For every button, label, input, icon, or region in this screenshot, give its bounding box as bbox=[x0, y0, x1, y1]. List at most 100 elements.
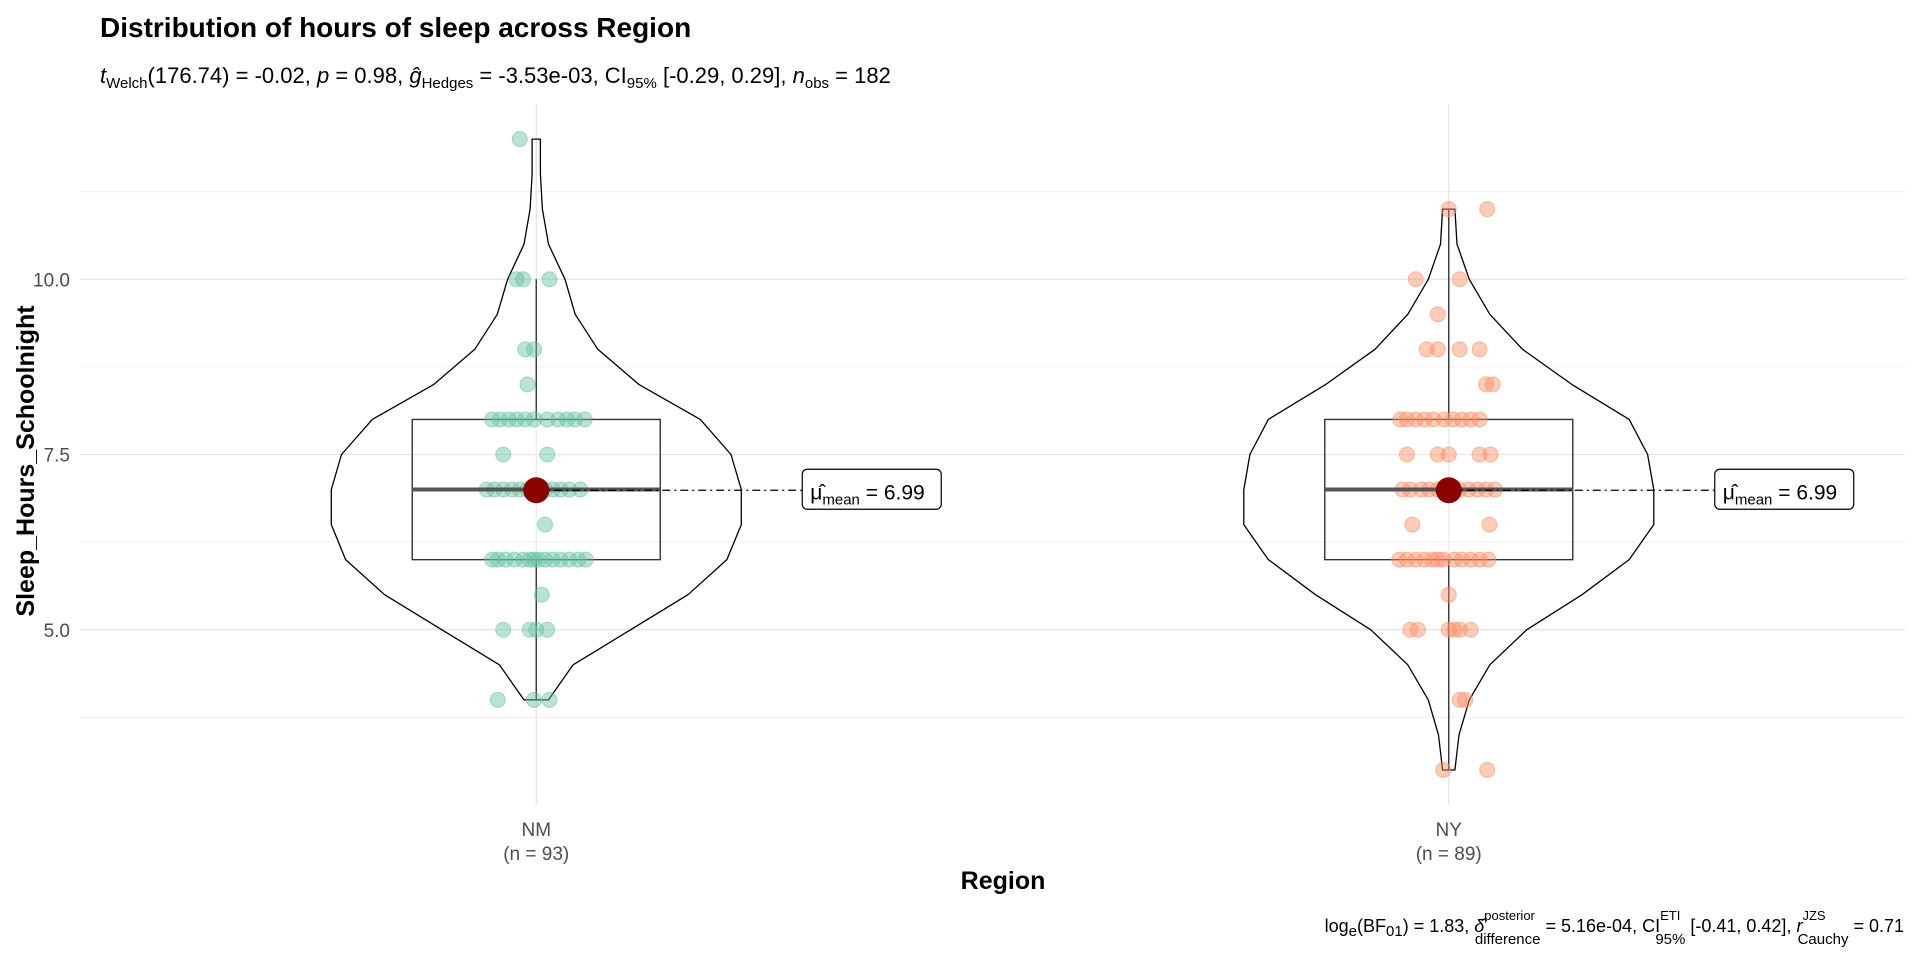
data-point bbox=[1435, 551, 1452, 568]
x-axis-title: Region bbox=[961, 867, 1046, 895]
data-point bbox=[1407, 551, 1424, 568]
data-point bbox=[541, 271, 558, 288]
data-point bbox=[1446, 621, 1463, 638]
subtitle-t-value: -0.02 bbox=[255, 63, 305, 88]
x-tick-label: NM bbox=[521, 820, 551, 841]
data-point bbox=[1424, 551, 1441, 568]
data-point bbox=[1462, 621, 1479, 638]
data-point bbox=[1418, 341, 1435, 358]
data-point bbox=[1451, 341, 1468, 358]
data-point bbox=[577, 551, 594, 568]
caption-ci-eti: [-0.41, 0.42] bbox=[1690, 916, 1786, 936]
mean-value: 6.99 bbox=[884, 481, 925, 504]
data-point bbox=[1445, 411, 1462, 428]
data-point bbox=[1482, 446, 1499, 463]
data-point bbox=[1440, 586, 1457, 603]
data-point bbox=[489, 691, 506, 708]
grid-lines bbox=[80, 104, 1905, 805]
data-point bbox=[1453, 551, 1470, 568]
y-axis-title: Sleep_Hours_Schoolnight bbox=[12, 305, 40, 617]
data-point bbox=[1481, 516, 1498, 533]
data-point bbox=[1453, 411, 1470, 428]
data-point bbox=[1462, 551, 1479, 568]
data-point bbox=[530, 551, 547, 568]
mean-value: 6.99 bbox=[1796, 481, 1837, 504]
data-point bbox=[484, 551, 501, 568]
data-point bbox=[515, 271, 532, 288]
violins bbox=[330, 138, 1655, 771]
x-tick-count: (n = 93) bbox=[503, 844, 569, 865]
y-tick-label: 7.5 bbox=[44, 446, 70, 467]
data-point bbox=[1429, 306, 1446, 323]
data-point bbox=[1479, 761, 1496, 778]
data-point bbox=[1404, 516, 1421, 533]
data-point bbox=[1398, 446, 1415, 463]
mean-markers: μ̂mean = 6.99 μ̂mean = 6.99 bbox=[412, 468, 1855, 510]
data-point bbox=[1436, 411, 1453, 428]
mean-label-box bbox=[801, 468, 942, 510]
data-point bbox=[491, 411, 508, 428]
data-point bbox=[517, 411, 534, 428]
data-point bbox=[1429, 446, 1446, 463]
x-tick-count: (n = 89) bbox=[1416, 844, 1482, 865]
caption-log-bf01: 1.83 bbox=[1429, 916, 1464, 936]
mean-label: μ̂mean = 6.99 bbox=[1723, 481, 1837, 508]
data-point bbox=[1435, 761, 1452, 778]
data-point bbox=[537, 516, 554, 533]
data-point bbox=[1416, 411, 1433, 428]
mean-label: μ̂mean = 6.99 bbox=[810, 481, 924, 508]
data-point bbox=[1440, 621, 1457, 638]
data-point bbox=[1407, 411, 1424, 428]
subtitle-g-hedges: -3.53e-03 bbox=[498, 63, 592, 88]
data-point bbox=[497, 551, 514, 568]
axes: 5.0 7.5 10.0 NM (n = 93) NY (n = 89) bbox=[33, 270, 1482, 865]
data-point bbox=[1471, 341, 1488, 358]
data-point bbox=[576, 411, 593, 428]
data-point bbox=[526, 411, 543, 428]
data-point bbox=[508, 411, 525, 428]
data-point bbox=[1478, 376, 1495, 393]
chart-caption: loge(BF01) = 1.83, δ̂posterior difference… bbox=[1325, 908, 1904, 948]
data-point bbox=[539, 621, 556, 638]
mean-marker bbox=[1435, 477, 1462, 504]
data-point bbox=[539, 446, 556, 463]
x-tick-label: NY bbox=[1436, 820, 1463, 841]
caption-r-cauchy: 0.71 bbox=[1869, 916, 1904, 936]
data-point bbox=[561, 551, 578, 568]
data-point bbox=[541, 691, 558, 708]
data-point bbox=[1471, 411, 1488, 428]
data-point bbox=[550, 411, 567, 428]
data-point bbox=[1451, 691, 1468, 708]
data-point bbox=[1480, 551, 1497, 568]
data-point bbox=[511, 131, 528, 148]
data-point bbox=[1398, 551, 1415, 568]
mean-marker bbox=[523, 477, 550, 504]
data-point bbox=[495, 446, 512, 463]
data-point bbox=[528, 621, 545, 638]
subtitle-p-value: 0.98 bbox=[354, 63, 397, 88]
data-point bbox=[1429, 341, 1446, 358]
chart-title: Distribution of hours of sleep across Re… bbox=[100, 12, 691, 43]
data-point bbox=[508, 271, 525, 288]
data-point bbox=[526, 551, 543, 568]
data-point bbox=[1451, 621, 1468, 638]
data-point bbox=[539, 411, 556, 428]
data-point bbox=[1440, 201, 1457, 218]
data-point bbox=[517, 341, 534, 358]
data-point bbox=[1451, 271, 1468, 288]
data-point bbox=[521, 621, 538, 638]
caption-delta-posterior: 5.16e-04 bbox=[1561, 916, 1632, 936]
data-point bbox=[1429, 551, 1446, 568]
data-point bbox=[1457, 691, 1474, 708]
data-point bbox=[495, 621, 512, 638]
data-point bbox=[552, 551, 569, 568]
data-point bbox=[1440, 446, 1457, 463]
data-point bbox=[1398, 411, 1415, 428]
data-point bbox=[1479, 201, 1496, 218]
subtitle-welch-df: 176.74 bbox=[155, 63, 222, 88]
y-tick-label: 10.0 bbox=[33, 270, 70, 291]
data-point bbox=[1409, 621, 1426, 638]
subtitle-n-obs: 182 bbox=[854, 63, 891, 88]
data-point bbox=[1407, 271, 1424, 288]
data-point bbox=[1471, 446, 1488, 463]
